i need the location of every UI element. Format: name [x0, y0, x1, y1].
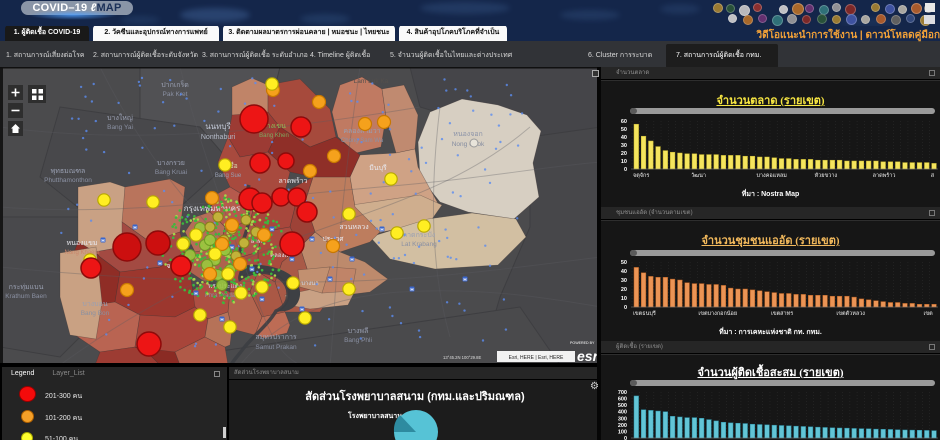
svg-text:H: H: [328, 277, 331, 282]
svg-text:40: 40: [621, 269, 627, 275]
svg-text:Pak Kret: Pak Kret: [163, 91, 188, 98]
svg-text:H: H: [101, 238, 104, 243]
svg-text:กรุงเทพมหานคร: กรุงเทพมหานคร: [184, 204, 241, 213]
svg-text:0: 0: [624, 167, 627, 173]
svg-text:H: H: [290, 257, 293, 262]
svg-text:700: 700: [618, 390, 627, 396]
svg-text:H: H: [270, 227, 273, 232]
svg-text:บางกรวย: บางกรวย: [157, 160, 185, 167]
svg-text:นนทบุรี: นนทบุรี: [205, 122, 231, 131]
svg-text:H: H: [133, 225, 136, 230]
svg-text:300: 300: [618, 416, 627, 422]
svg-text:กระทุ่มแบน: กระทุ่มแบน: [9, 284, 44, 291]
svg-text:หนองจอก: หนองจอก: [453, 131, 483, 138]
svg-text:600: 600: [618, 397, 627, 403]
svg-text:มีนบุรี: มีนบุรี: [369, 164, 387, 172]
svg-text:20: 20: [621, 151, 627, 157]
svg-text:13°45.2N 100°29.8E: 13°45.2N 100°29.8E: [443, 355, 481, 360]
svg-text:10: 10: [621, 296, 627, 302]
svg-text:บางใหญ่: บางใหญ่: [107, 113, 133, 122]
svg-text:10: 10: [621, 159, 627, 165]
svg-text:esri: esri: [577, 348, 601, 363]
svg-text:H: H: [380, 227, 383, 232]
svg-text:H: H: [260, 297, 263, 302]
svg-text:20: 20: [621, 287, 627, 293]
svg-text:Lat Krabang: Lat Krabang: [401, 241, 437, 248]
svg-text:30: 30: [621, 143, 627, 149]
svg-text:บางเขน: บางเขน: [262, 123, 286, 130]
svg-text:Samut Prakan: Samut Prakan: [255, 344, 297, 351]
svg-text:Bang Sue: Bang Sue: [215, 173, 242, 179]
svg-text:ลาดพร้าว: ลาดพร้าว: [278, 177, 307, 185]
svg-text:H: H: [310, 237, 313, 242]
svg-text:Esri, HERE | Esri, HERE: Esri, HERE | Esri, HERE: [509, 355, 564, 361]
svg-text:Nonthaburi: Nonthaburi: [201, 134, 236, 141]
svg-text:100: 100: [618, 429, 627, 435]
svg-text:Phutthamonthon: Phutthamonthon: [44, 177, 92, 184]
svg-text:หนองแขม: หนองแขม: [67, 240, 98, 247]
svg-text:Bang Kruai: Bang Kruai: [155, 169, 187, 176]
svg-text:H: H: [158, 261, 161, 266]
svg-text:60: 60: [621, 119, 627, 125]
svg-text:50: 50: [621, 127, 627, 133]
svg-text:0: 0: [624, 436, 627, 440]
svg-text:50: 50: [621, 260, 627, 266]
svg-text:Bang Khen: Bang Khen: [259, 133, 289, 139]
svg-text:Bang Bon: Bang Bon: [81, 310, 110, 317]
svg-text:สมุทรปราการ: สมุทรปราการ: [255, 334, 297, 341]
svg-text:H: H: [463, 277, 466, 282]
svg-text:H: H: [230, 245, 233, 250]
svg-text:H: H: [250, 267, 253, 272]
svg-text:500: 500: [618, 403, 627, 409]
svg-text:H: H: [194, 291, 197, 296]
svg-text:ลาดกระบัง: ลาดกระบัง: [403, 231, 435, 239]
svg-text:0: 0: [624, 305, 627, 311]
svg-text:POWERED BY: POWERED BY: [570, 341, 595, 345]
svg-text:Bang Yai: Bang Yai: [107, 124, 133, 131]
svg-text:Nong Chok: Nong Chok: [452, 141, 485, 148]
svg-text:H: H: [300, 307, 303, 312]
svg-text:Nong Khaem: Nong Khaem: [64, 250, 99, 256]
svg-text:200: 200: [618, 423, 627, 429]
svg-text:Lam Luk Ka: Lam Luk Ka: [354, 78, 389, 85]
svg-text:400: 400: [618, 410, 627, 416]
svg-text:Krathum Baen: Krathum Baen: [5, 293, 47, 300]
svg-text:Chong Sam Wa: Chong Sam Wa: [341, 138, 384, 144]
svg-text:บางบอน: บางบอน: [82, 301, 107, 308]
svg-text:H: H: [410, 287, 413, 292]
svg-text:คลองสามวา: คลองสามวา: [343, 128, 380, 135]
svg-text:สวนหลวง: สวนหลวง: [339, 224, 368, 231]
svg-text:บางนา: บางนา: [301, 281, 319, 287]
svg-text:H: H: [220, 317, 223, 322]
svg-text:คลองเตย: คลองเตย: [270, 253, 294, 259]
svg-text:ปากเกร็ด: ปากเกร็ด: [161, 80, 189, 89]
svg-text:พุทธมณฑล: พุทธมณฑล: [51, 168, 86, 175]
svg-text:30: 30: [621, 278, 627, 284]
svg-text:40: 40: [621, 135, 627, 141]
svg-text:H: H: [350, 257, 353, 262]
svg-text:Bang Phli: Bang Phli: [344, 337, 372, 344]
svg-text:บางพลี: บางพลี: [348, 327, 369, 335]
svg-text:สาทร: สาทร: [251, 238, 266, 245]
